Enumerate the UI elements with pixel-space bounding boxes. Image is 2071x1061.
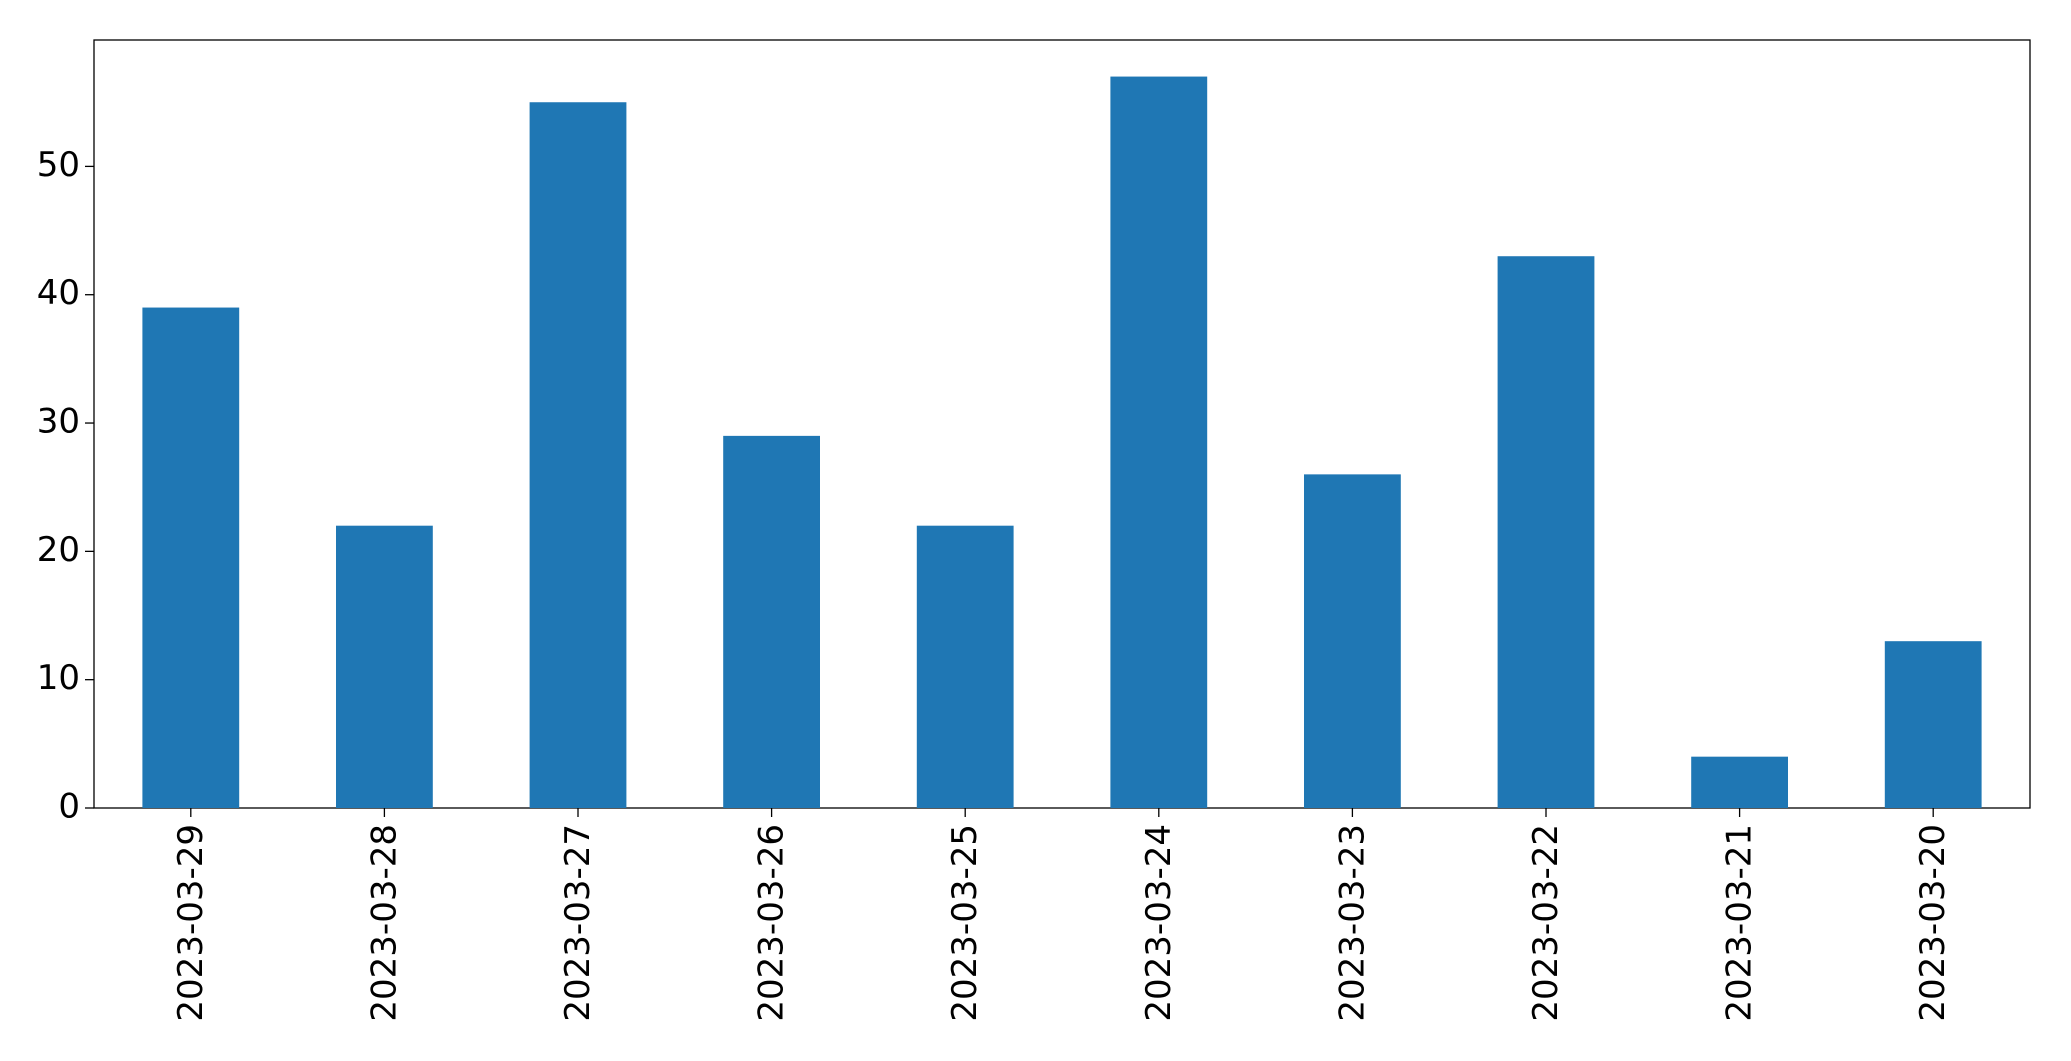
y-tick-label: 40 <box>37 273 80 313</box>
bar <box>723 435 820 808</box>
y-tick-label: 20 <box>37 530 80 570</box>
bar <box>1884 641 1982 808</box>
x-tick-label: 2023-03-25 <box>945 824 985 1022</box>
x-tick-label: 2023-03-29 <box>171 824 211 1022</box>
y-tick-label: 50 <box>37 145 80 185</box>
axes-frame <box>93 39 2031 809</box>
x-tick-label: 2023-03-20 <box>1913 824 1953 1022</box>
x-tick-label: 2023-03-26 <box>752 824 792 1022</box>
bar <box>1110 76 1208 809</box>
bar <box>336 525 433 808</box>
bar <box>1497 256 1595 808</box>
x-tick-label: 2023-03-28 <box>364 824 404 1022</box>
x-tick-label: 2023-03-23 <box>1332 824 1372 1022</box>
y-tick-label: 10 <box>37 658 80 698</box>
y-tick-label: 30 <box>37 402 80 442</box>
bar <box>529 102 627 808</box>
x-tick-label: 2023-03-21 <box>1720 824 1760 1022</box>
bar <box>1691 756 1788 808</box>
bar <box>916 525 1014 808</box>
y-tick-label: 0 <box>58 787 80 827</box>
x-tick-label: 2023-03-27 <box>558 824 598 1022</box>
x-tick-label: 2023-03-24 <box>1139 824 1179 1022</box>
bar <box>142 307 240 808</box>
x-tick-label: 2023-03-22 <box>1526 824 1566 1022</box>
bar <box>1304 474 1401 808</box>
